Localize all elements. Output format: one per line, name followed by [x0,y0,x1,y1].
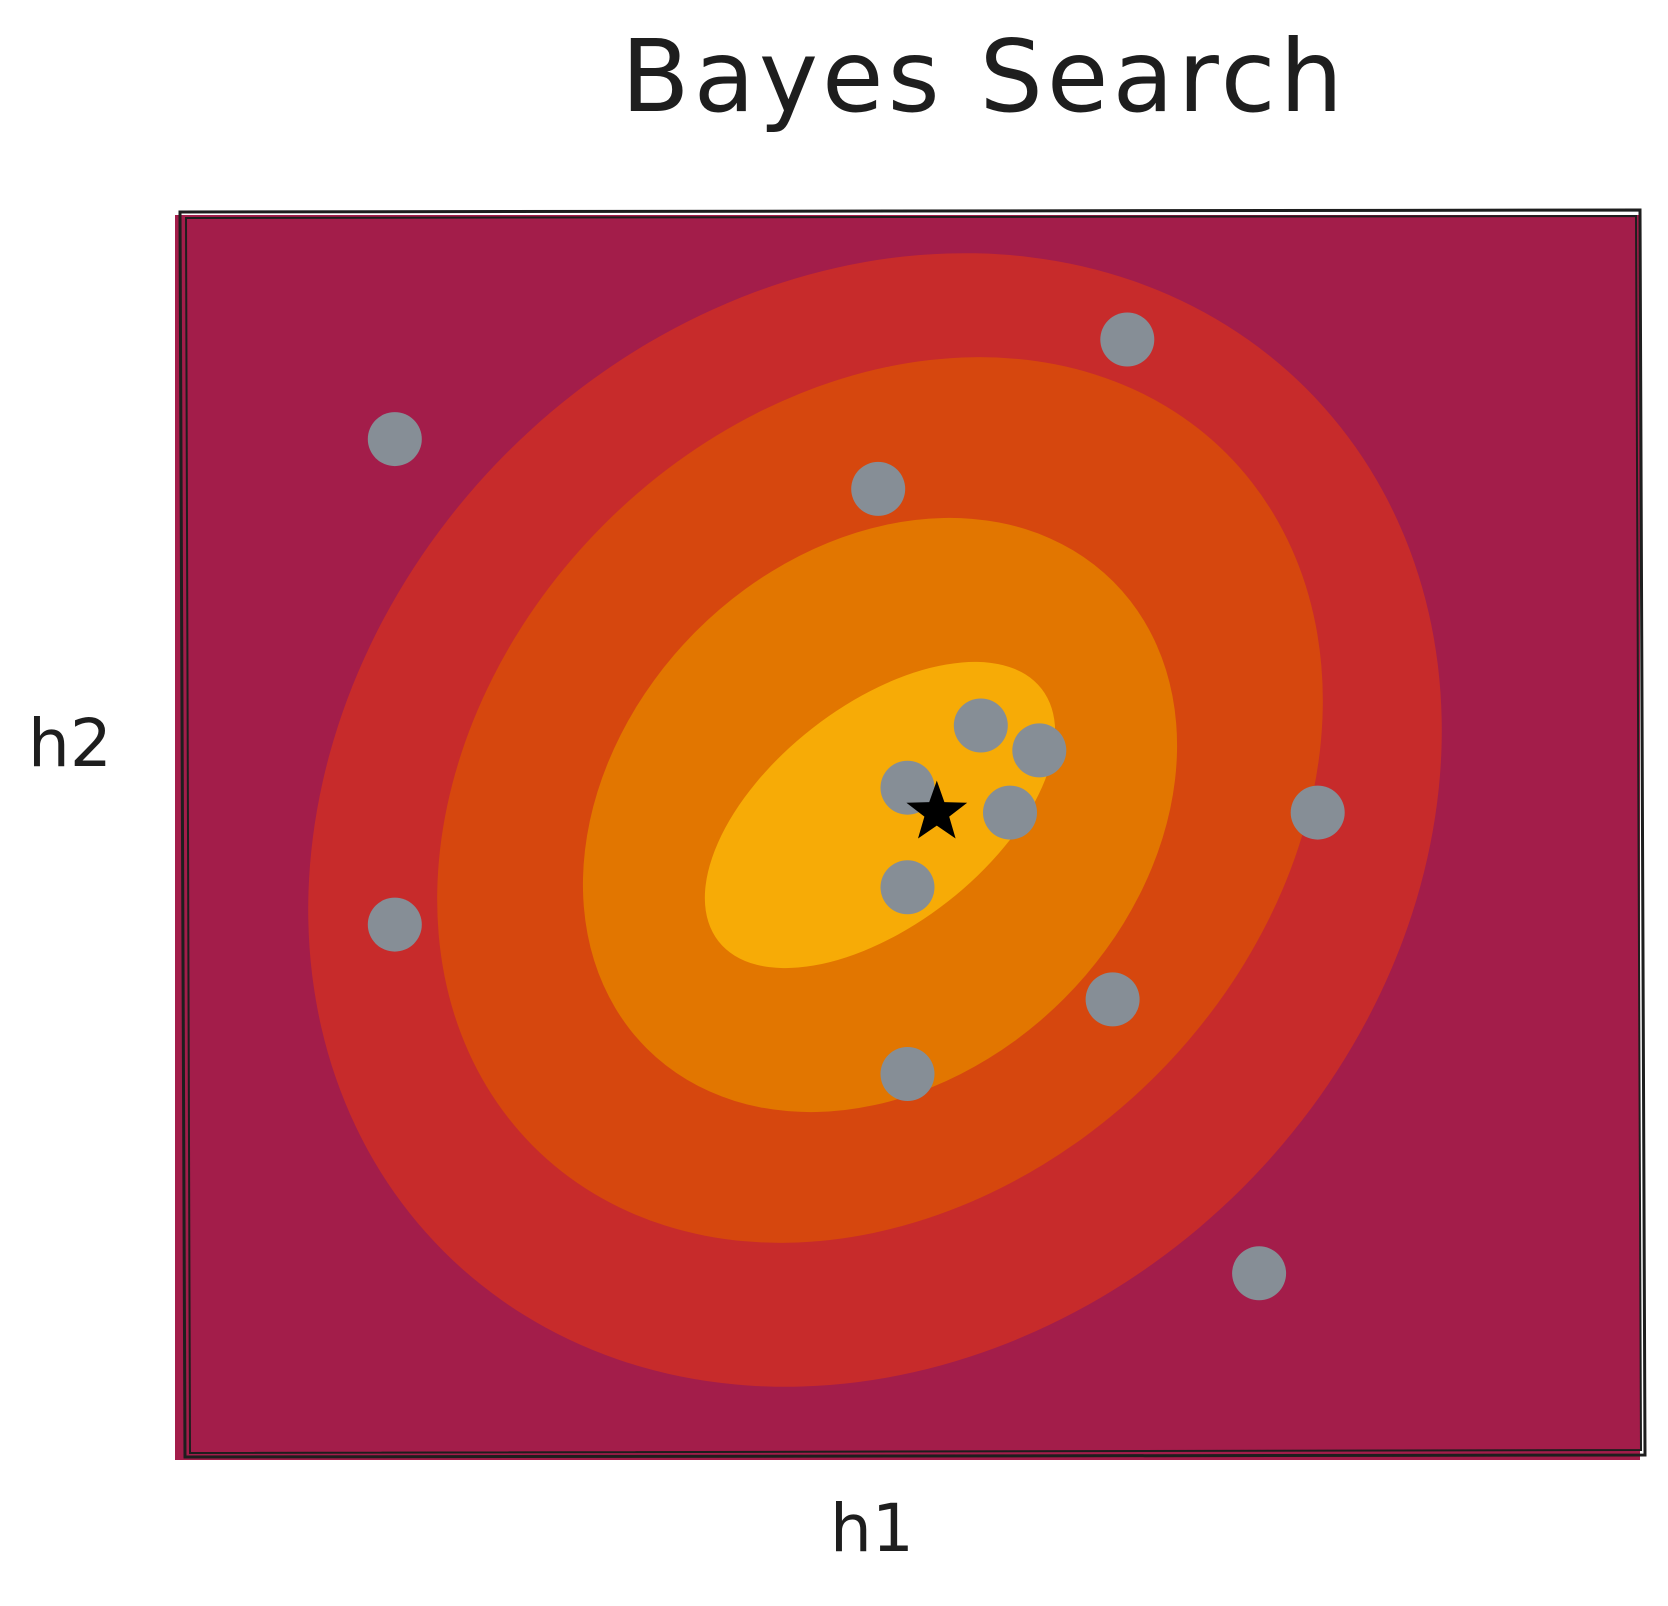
sample-point-3 [851,461,906,516]
chart-title: Bayes Search [620,18,1348,135]
sample-point-12 [880,1047,935,1101]
sample-point-13 [1232,1246,1287,1301]
sample-point-10 [367,897,422,952]
sample-point-9 [1290,785,1345,840]
sample-point-4 [880,760,935,815]
x-axis-label: h1 [830,1490,914,1567]
sample-point-1 [367,412,422,467]
star-icon [906,780,968,839]
sample-point-6 [1012,723,1067,778]
sample-point-8 [880,860,935,915]
y-axis-label: h2 [28,705,112,782]
sample-point-2 [1100,312,1155,367]
sample-points [367,312,1345,1301]
optimum-marker [906,780,968,839]
sample-point-7 [983,785,1037,840]
sample-point-5 [953,698,1008,753]
plot-frame [178,208,1647,1459]
sample-point-11 [1085,972,1140,1027]
